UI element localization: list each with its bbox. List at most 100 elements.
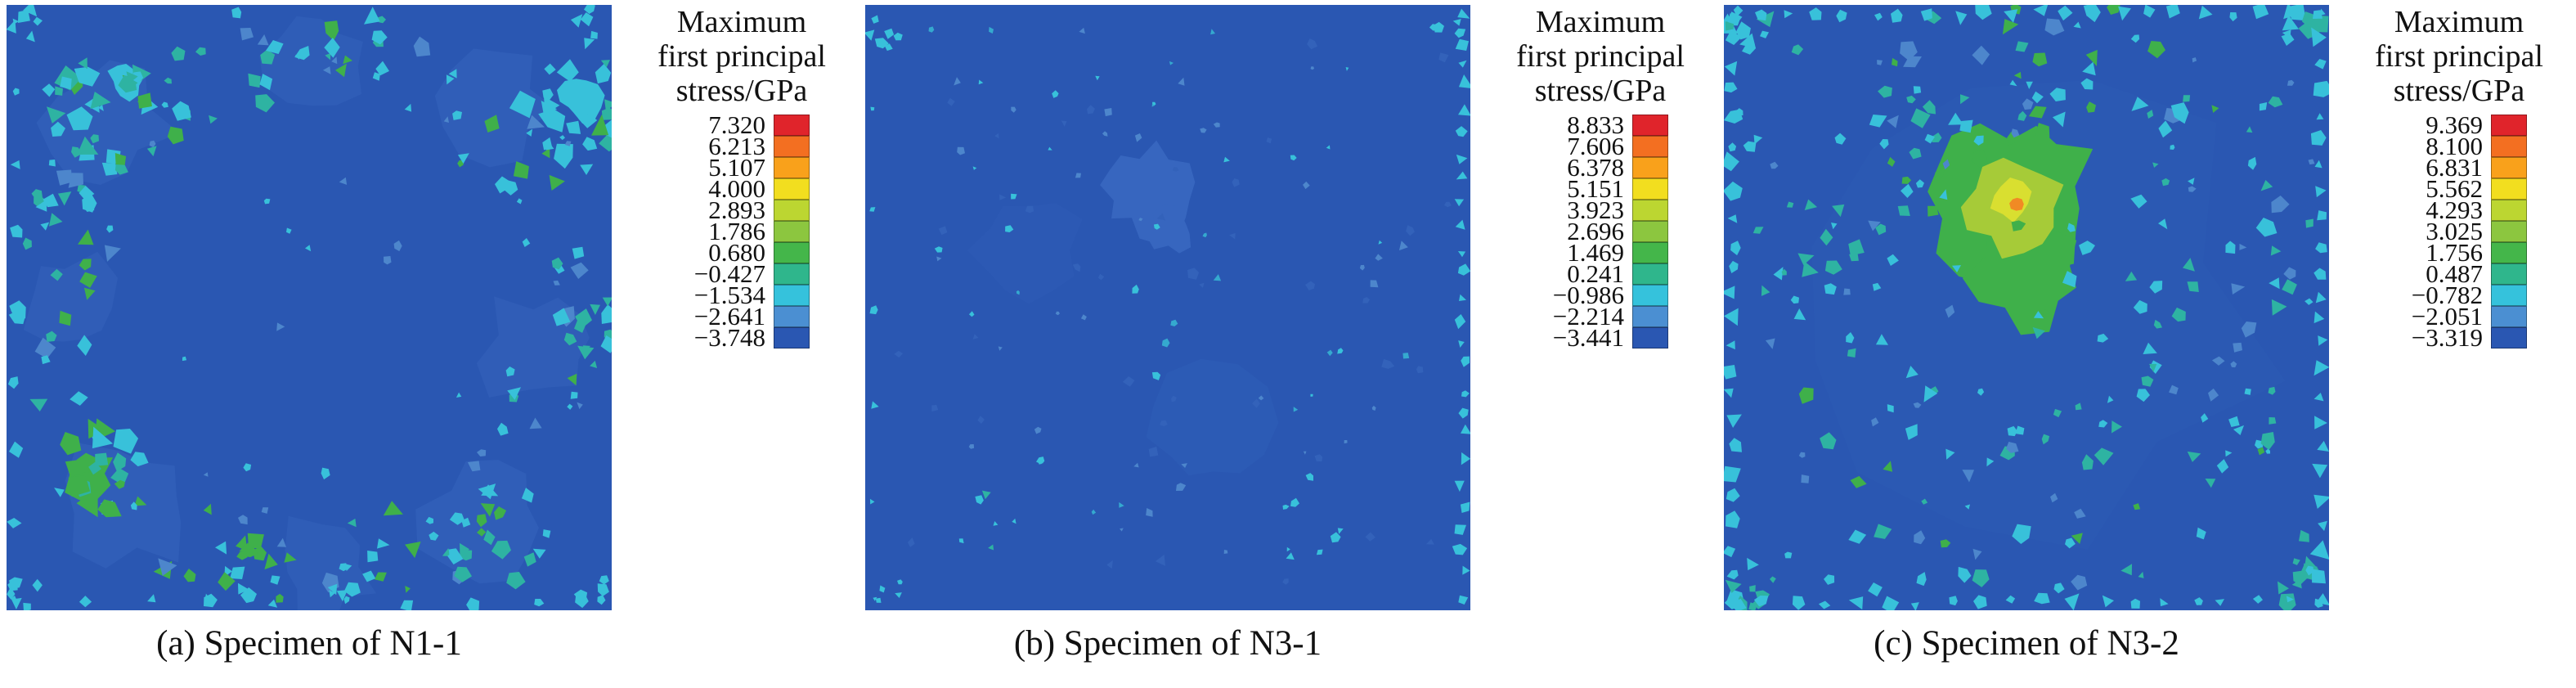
panel-b: Maximum first principal stress/GPa 8.833… [859, 0, 1717, 688]
legend-title: Maximum first principal stress/GPa [657, 5, 826, 108]
legend-value: 8.100 [2426, 132, 2483, 160]
colorbar-b: 8.833 7.606 6.378 5.151 3.923 2.696 1.469 0.241… [1533, 112, 1668, 352]
legend-value: 7.320 [708, 110, 765, 139]
legend-row: −2.214 [1533, 304, 1668, 329]
legend-color-swatch [1632, 305, 1668, 327]
legend-row: 0.241 [1533, 259, 1668, 288]
legend-row: 3.923 [1533, 196, 1668, 224]
legend-value: 2.696 [1567, 217, 1624, 245]
panel-a-content: Maximum first principal stress/GPa 7.320… [0, 0, 859, 610]
legend-b: Maximum first principal stress/GPa 8.833… [1483, 5, 1717, 352]
legend-row: 1.756 [2391, 240, 2527, 265]
contour-plot-n1-1 [7, 5, 612, 610]
legend-color-swatch [1632, 199, 1668, 221]
legend-title: Maximum first principal stress/GPa [1516, 5, 1685, 108]
legend-row: 1.786 [674, 217, 810, 245]
legend-row: 6.831 [2391, 153, 2527, 182]
legend-value: −0.427 [693, 259, 765, 288]
legend-row: −2.051 [2391, 302, 2527, 331]
legend-value: 7.606 [1567, 132, 1624, 160]
legend-title-line: first principal [2375, 39, 2543, 74]
legend-color-swatch [774, 263, 810, 285]
legend-color-swatch [774, 284, 810, 306]
contour-plot-n3-2 [1724, 5, 2329, 610]
legend-color-swatch [2491, 178, 2527, 200]
legend-value: 1.469 [1567, 238, 1624, 267]
legend-row: 6.213 [674, 132, 810, 160]
legend-title-line: stress/GPa [2393, 74, 2525, 108]
legend-row: −2.641 [674, 302, 810, 331]
legend-title-line: first principal [1516, 39, 1685, 74]
legend-row: 2.696 [1533, 217, 1668, 245]
caption-c: (c) Specimen of N3-2 [1874, 624, 2179, 663]
legend-color-swatch [774, 156, 810, 178]
legend-title-line: Maximum [676, 5, 807, 39]
legend-row: 9.369 [2391, 112, 2527, 137]
legend-row: 4.000 [674, 174, 810, 203]
legend-color-swatch [2491, 220, 2527, 242]
legend-value: 6.378 [1567, 153, 1624, 182]
legend-color-swatch [2491, 199, 2527, 221]
legend-row: 3.025 [2391, 218, 2527, 244]
legend-color-swatch [2491, 263, 2527, 285]
legend-color-swatch [1632, 263, 1668, 285]
legend-value: 6.831 [2426, 153, 2483, 182]
legend-row: −0.986 [1533, 281, 1668, 309]
legend-color-swatch [774, 241, 810, 263]
legend-value: 1.786 [708, 217, 765, 245]
legend-title-line: stress/GPa [1534, 74, 1667, 108]
legend-row: 5.562 [2391, 176, 2527, 201]
legend-row: −0.427 [674, 259, 810, 288]
legend-title-line: Maximum [1535, 5, 1666, 39]
legend-value: 4.293 [2426, 196, 2483, 224]
legend-row: 2.893 [674, 196, 810, 224]
legend-value: −2.641 [693, 302, 765, 331]
panel-b-content: Maximum first principal stress/GPa 8.833… [859, 0, 1717, 610]
legend-a: Maximum first principal stress/GPa 7.320… [625, 5, 859, 352]
contour-plot-n3-1 [865, 5, 1470, 610]
legend-row: 8.100 [2391, 132, 2527, 160]
legend-color-swatch [2491, 326, 2527, 348]
legend-row: 1.469 [1533, 238, 1668, 267]
legend-row: 6.378 [1533, 153, 1668, 182]
legend-color-swatch [1632, 156, 1668, 178]
legend-value: −0.782 [2411, 281, 2483, 309]
legend-title-line: first principal [657, 39, 826, 74]
legend-color-swatch [1632, 115, 1668, 136]
legend-color-swatch [2491, 115, 2527, 136]
legend-color-swatch [774, 220, 810, 242]
legend-value: −3.748 [693, 323, 765, 352]
legend-value: 3.923 [1567, 196, 1624, 224]
legend-value: −0.986 [1552, 281, 1624, 309]
legend-color-swatch [774, 199, 810, 221]
legend-title-line: Maximum [2394, 5, 2524, 39]
legend-row: −3.748 [674, 323, 810, 352]
legend-color-swatch [2491, 156, 2527, 178]
legend-row: 7.606 [1533, 132, 1668, 160]
legend-title-line: stress/GPa [675, 74, 808, 108]
legend-value: −2.051 [2411, 302, 2483, 331]
legend-row: −1.534 [674, 282, 810, 308]
legend-row: 7.320 [674, 110, 810, 139]
caption-a: (a) Specimen of N1-1 [156, 624, 462, 663]
panel-c-content: Maximum first principal stress/GPa 9.369… [1717, 0, 2576, 610]
legend-value: −3.441 [1552, 323, 1624, 352]
legend-color-swatch [2491, 305, 2527, 327]
legend-value: 5.107 [708, 153, 765, 182]
legend-color-swatch [1632, 326, 1668, 348]
legend-color-swatch [774, 326, 810, 348]
legend-value: 0.487 [2426, 259, 2483, 288]
legend-color-swatch [1632, 135, 1668, 157]
colorbar-c: 9.369 8.100 6.831 5.562 4.293 3.025 1.756 0.487… [2391, 112, 2527, 350]
legend-row: 4.293 [2391, 196, 2527, 224]
legend-value: 0.241 [1567, 259, 1624, 288]
legend-value: 4.000 [708, 174, 765, 203]
legend-c: Maximum first principal stress/GPa 9.369… [2342, 5, 2576, 350]
legend-row: −0.782 [2391, 281, 2527, 309]
legend-value: 2.893 [708, 196, 765, 224]
legend-value: 6.213 [708, 132, 765, 160]
legend-color-swatch [1632, 220, 1668, 242]
legend-color-swatch [774, 305, 810, 327]
legend-color-swatch [1632, 241, 1668, 263]
